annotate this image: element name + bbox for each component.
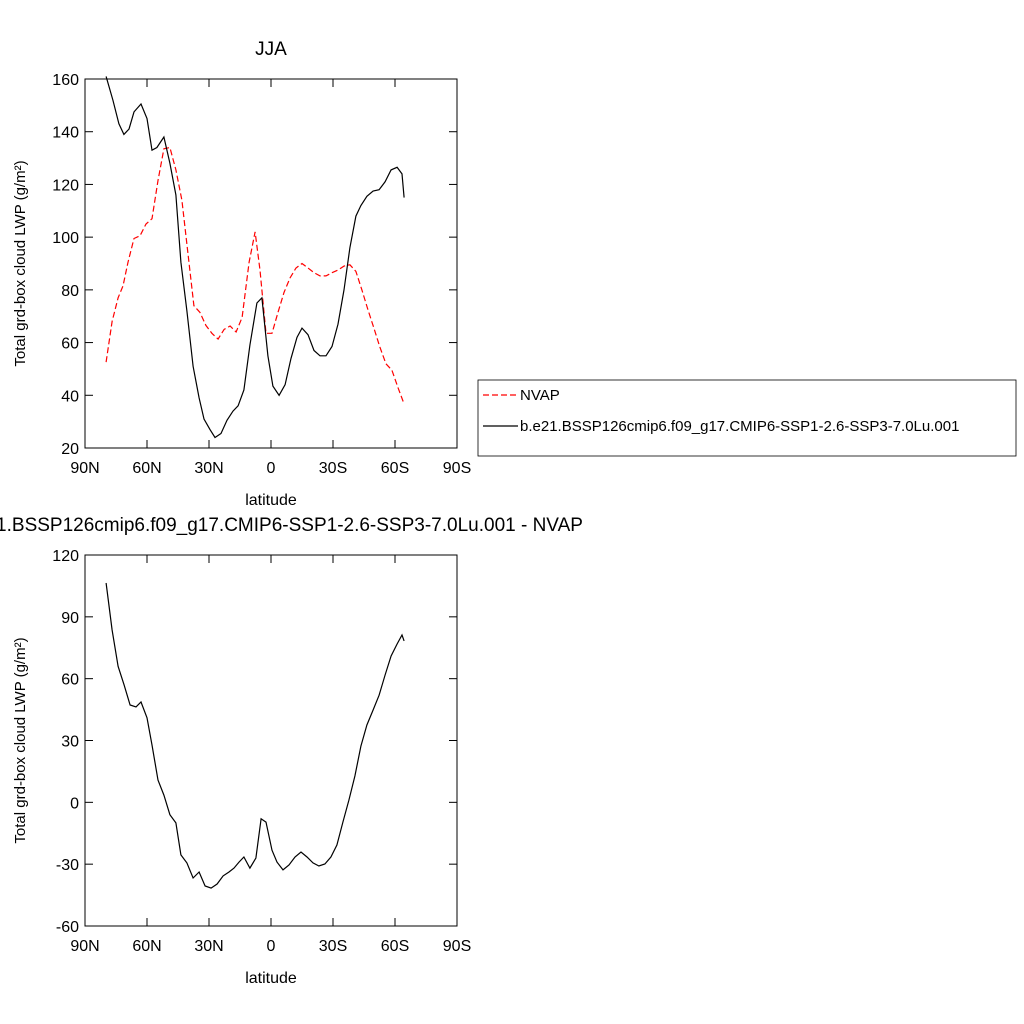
y-tick-label: 20: [61, 441, 79, 458]
chart-title: b.e21.BSSP126cmip6.f09_g17.CMIP6-SSP1-2.…: [0, 515, 583, 536]
y-tick-label: 60: [61, 336, 79, 353]
x-tick-label: 30S: [319, 938, 347, 955]
y-tick-label: 140: [52, 125, 79, 142]
y-tick-label: -30: [56, 857, 79, 874]
legend-box: [477, 379, 1017, 457]
y-tick-label: 160: [52, 72, 79, 89]
x-axis-label: latitude: [245, 970, 297, 987]
data-line: [105, 582, 405, 889]
plot-frame: [84, 78, 458, 449]
y-axis-label: Total grd-box cloud LWP (g/m²): [12, 160, 29, 366]
y-tick-label: 0: [70, 795, 79, 812]
x-tick-label: 60S: [381, 460, 409, 477]
x-tick-label: 90N: [70, 460, 99, 477]
legend-label: NVAP: [520, 387, 560, 404]
y-tick-label: 80: [61, 283, 79, 300]
y-tick-label: 120: [52, 177, 79, 194]
y-tick-label: -60: [56, 919, 79, 936]
y-tick-label: 90: [61, 610, 79, 627]
x-tick-label: 30S: [319, 460, 347, 477]
y-tick-label: 30: [61, 734, 79, 751]
y-tick-label: 60: [61, 672, 79, 689]
x-tick-label: 90N: [70, 938, 99, 955]
x-tick-label: 60S: [381, 938, 409, 955]
legend-label: b.e21.BSSP126cmip6.f09_g17.CMIP6-SSP1-2.…: [520, 418, 959, 435]
plot-frame: [84, 554, 458, 927]
y-tick-label: 40: [61, 388, 79, 405]
x-tick-label: 30N: [194, 938, 223, 955]
x-tick-label: 0: [267, 938, 276, 955]
y-tick-label: 120: [52, 548, 79, 565]
data-line: [105, 76, 405, 439]
x-tick-label: 60N: [132, 938, 161, 955]
x-tick-label: 0: [267, 460, 276, 477]
y-tick-label: 100: [52, 230, 79, 247]
x-tick-label: 90S: [443, 460, 471, 477]
chart-title: JJA: [255, 39, 287, 60]
x-tick-label: 90S: [443, 938, 471, 955]
x-tick-label: 60N: [132, 460, 161, 477]
y-axis-label: Total grd-box cloud LWP (g/m²): [12, 637, 29, 843]
x-tick-label: 30N: [194, 460, 223, 477]
x-axis-label: latitude: [245, 492, 297, 509]
data-line: [105, 146, 405, 405]
